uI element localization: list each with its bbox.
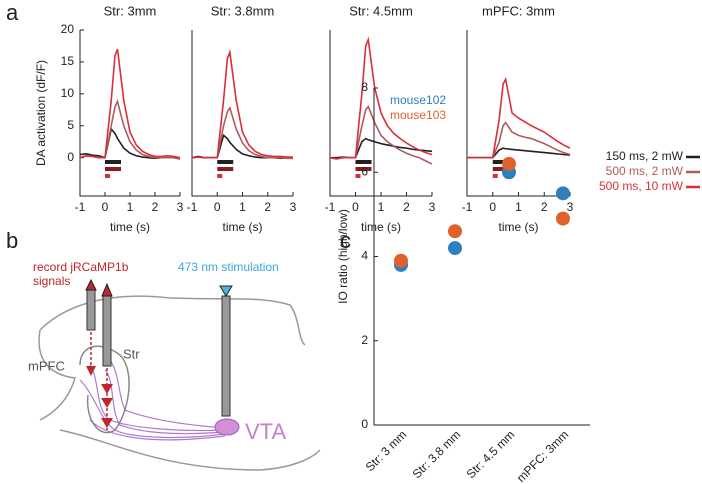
x-tick-label: Str: 3.8 mm [410,427,464,481]
x-axis-label: time (s) [499,220,539,234]
x-axis-label: time (s) [223,220,263,234]
stim-bar [217,167,234,171]
record-label: record jRCaMP1b [33,260,129,274]
x-tick-label: mPFC: 3mm [514,427,572,484]
stim-bar [355,167,372,171]
x-tick-label: Str: 4.5 mm [464,427,518,481]
region-label: VTA [245,419,286,444]
x-axis-label: time (s) [361,220,401,234]
x-axis-label: time (s) [110,220,150,234]
legend-label: 500 ms, 10 mW [599,179,684,193]
y-axis-label: DA activation (dF/F) [34,60,48,166]
x-tick-label: 1 [515,200,522,214]
x-tick-label: 1 [378,200,385,214]
point [502,156,516,171]
x-tick-label: 1 [239,200,246,214]
y-tick-label: 20 [61,22,75,36]
panel-label: c [340,228,351,253]
axis [191,30,293,197]
panel-label: b [6,228,18,253]
point [394,253,408,268]
line [191,133,293,160]
x-tick-label: -1 [462,200,473,214]
region-label: mPFC [28,358,65,373]
region-label: Str [123,346,140,361]
x-tick-label: 3 [177,200,184,214]
legend-label: mouse103 [390,108,446,122]
legend-label: mouse102 [390,93,446,107]
x-tick-label: 2 [264,200,271,214]
x-tick-label: Str: 3 mm [363,427,410,474]
axis [466,30,570,197]
point [556,211,570,226]
stim-label: 473 nm stimulation [178,260,279,274]
chart-title: mPFC: 3mm [482,3,555,18]
y-tick-label: 0 [361,417,368,431]
stim-bar [355,174,361,178]
y-tick-label: 15 [61,54,75,68]
line [329,36,433,160]
x-tick-label: 0 [214,200,221,214]
stim-bar [355,160,372,164]
x-tick-label: -1 [75,200,86,214]
x-tick-label: 3 [429,200,436,214]
x-tick-label: 3 [567,200,574,214]
stim-bar [217,174,223,178]
y-tick-label: 2 [361,333,368,347]
line [191,49,293,159]
panel-label: a [6,0,19,25]
axis [79,30,180,197]
point [448,241,462,256]
y-tick-label: 0 [67,150,74,164]
y-tick-label: 4 [361,249,368,263]
stim-bar [105,160,121,164]
x-tick-label: -1 [187,200,198,214]
stim-bar [105,167,121,171]
y-axis-label: IO ratio (high/low) [336,209,350,304]
x-tick-label: 3 [290,200,297,214]
stim-bar [105,174,110,178]
brain-diagram: record jRCaMP1b signals 473 nm stimulati… [28,260,321,471]
y-tick-label: 5 [67,118,74,132]
chart-title: Str: 3mm [104,3,157,18]
x-tick-label: -1 [325,200,336,214]
record-label: signals [33,274,70,288]
legend-label: 150 ms, 2 mW [606,149,684,163]
line [79,48,181,159]
y-tick-label: 6 [361,164,368,178]
stim-bar [492,160,509,164]
x-tick-label: 0 [489,200,496,214]
stim-bar [492,167,509,171]
x-tick-label: 0 [352,200,359,214]
x-tick-label: 2 [403,200,410,214]
chart-title: Str: 3.8mm [211,3,275,18]
x-tick-label: 1 [127,200,134,214]
stim-bar [492,174,498,178]
point [448,224,462,239]
stim-bar [217,160,234,164]
x-tick-label: 2 [152,200,159,214]
point [556,186,570,201]
legend-label: 500 ms, 2 mW [606,164,684,178]
x-tick-label: 0 [102,200,109,214]
x-tick-label: 2 [541,200,548,214]
y-tick-label: 8 [361,80,368,94]
y-tick-label: 10 [61,86,75,100]
chart-title: Str: 4.5mm [349,3,413,18]
line [467,76,571,159]
